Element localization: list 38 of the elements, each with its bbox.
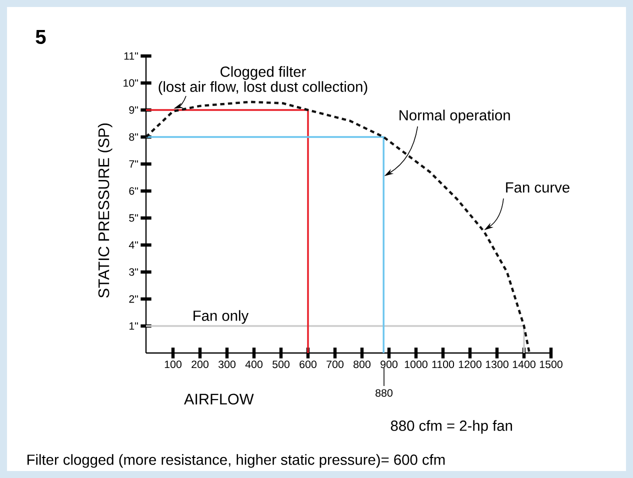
- annotation: Fan only: [194, 310, 249, 324]
- y-tick-label: 1": [130, 322, 138, 330]
- y-tick-label: 2": [129, 295, 138, 303]
- x-tick-label: 500: [272, 360, 290, 368]
- text: 880: [376, 389, 392, 397]
- y-tick-label: 8": [129, 133, 138, 141]
- annotation: Clogged filter: [220, 66, 306, 80]
- text: 880 cfm = 2-hp fan: [390, 420, 512, 434]
- y-tick-label: 9": [129, 106, 138, 114]
- x-tick-label: 1200: [458, 360, 482, 368]
- y-tick-label: 5": [129, 214, 138, 222]
- line-series: [144, 100, 531, 354]
- annotation: Fan curve: [506, 182, 570, 193]
- x-tick-label: 600: [300, 360, 316, 368]
- x-axis-title: AIRFLOW: [184, 394, 254, 405]
- x-tick-label: 1500: [540, 360, 562, 368]
- annotation: Normal operation: [400, 110, 510, 124]
- x-tick-label: 100: [164, 360, 182, 368]
- x-tick-label: 800: [354, 360, 370, 368]
- x-tick-label: 1100: [432, 360, 454, 368]
- x-tick-label: 400: [245, 360, 262, 368]
- text: Filter clogged (more resistance, higher static pressure)= 600 cfm: [27, 454, 445, 468]
- annotation: (lost air flow, lost dust collection): [158, 81, 368, 95]
- x-tick-label: 300: [218, 360, 236, 368]
- chart-title: 5: [36, 30, 46, 44]
- x-tick-label: 200: [192, 360, 208, 368]
- y-tick-label: 10": [124, 79, 138, 87]
- y-tick-label: 7": [129, 160, 138, 168]
- x-tick-label: 1000: [404, 360, 428, 368]
- x-tick-label: 1400: [512, 360, 536, 368]
- y-tick-label: 3": [129, 268, 138, 276]
- y-tick-label: 11": [124, 52, 138, 60]
- y-tick-label: 4": [128, 241, 138, 249]
- x-tick-label: 700: [326, 360, 344, 368]
- x-tick-label: 900: [380, 360, 398, 368]
- y-tick-label: 6": [129, 187, 138, 195]
- y-axis-title: STATIC PRESSURE (SP): [98, 123, 112, 298]
- x-tick-label: 1300: [486, 360, 508, 368]
